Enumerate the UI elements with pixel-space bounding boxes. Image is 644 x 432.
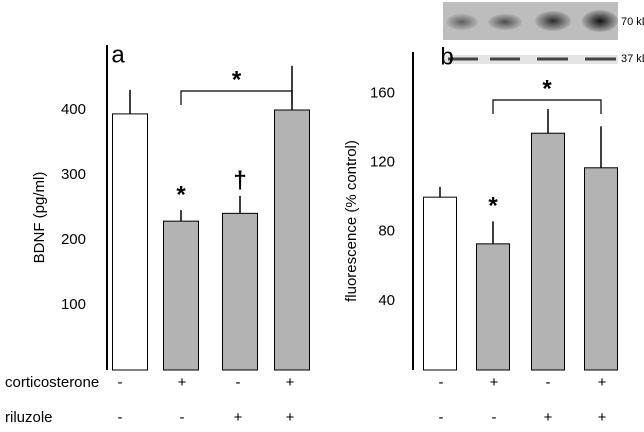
treatment-sign: - bbox=[118, 374, 123, 391]
treatment-sign: + bbox=[234, 409, 243, 426]
treatment-sign: - bbox=[546, 374, 551, 391]
bar bbox=[222, 212, 258, 371]
bar bbox=[584, 167, 618, 371]
y-tick-label: 100 bbox=[61, 296, 86, 313]
treatment-sign: + bbox=[490, 374, 499, 391]
blot-label: 70 kD bbox=[621, 16, 644, 28]
significance-bracket bbox=[492, 99, 602, 114]
western-blot bbox=[443, 2, 618, 64]
treatment-name: riluzole bbox=[5, 409, 53, 426]
treatment-sign: - bbox=[118, 409, 123, 426]
panel-label: a bbox=[111, 41, 125, 68]
y-tick-label: 40 bbox=[378, 292, 395, 309]
y-axis-label: fluorescence (% control) bbox=[343, 140, 360, 302]
treatment-sign: - bbox=[439, 409, 444, 426]
treatment-name: corticosterone bbox=[5, 374, 99, 391]
significance-marker: * bbox=[176, 181, 186, 208]
treatment-sign: + bbox=[598, 409, 607, 426]
bar bbox=[423, 196, 457, 371]
y-tick-label: 160 bbox=[370, 84, 395, 101]
significance-marker: * bbox=[488, 193, 498, 220]
panel-label: b bbox=[440, 43, 453, 70]
treatment-sign: + bbox=[598, 374, 607, 391]
bar bbox=[476, 243, 510, 371]
treatment-sign: + bbox=[178, 374, 187, 391]
bar bbox=[274, 109, 310, 371]
treatment-sign: - bbox=[180, 409, 185, 426]
significance-bracket bbox=[180, 90, 293, 105]
bar bbox=[531, 132, 565, 371]
bar bbox=[112, 113, 148, 371]
treatment-sign: + bbox=[286, 409, 295, 426]
treatment-sign: - bbox=[492, 409, 497, 426]
significance-label: * bbox=[232, 66, 242, 93]
blot-label: 37 kD bbox=[621, 53, 644, 65]
treatment-sign: - bbox=[236, 374, 241, 391]
treatment-sign: + bbox=[286, 374, 295, 391]
y-tick-label: 80 bbox=[378, 223, 395, 240]
y-tick-label: 300 bbox=[61, 166, 86, 183]
y-axis-label: BDNF (pg/ml) bbox=[31, 172, 48, 264]
bar bbox=[163, 220, 199, 371]
significance-label: * bbox=[542, 75, 552, 102]
y-tick-label: 120 bbox=[370, 154, 395, 171]
y-tick-label: 400 bbox=[61, 101, 86, 118]
treatment-sign: - bbox=[439, 374, 444, 391]
treatment-sign: + bbox=[544, 409, 553, 426]
y-tick-label: 200 bbox=[61, 231, 86, 248]
significance-marker: † bbox=[233, 167, 246, 194]
